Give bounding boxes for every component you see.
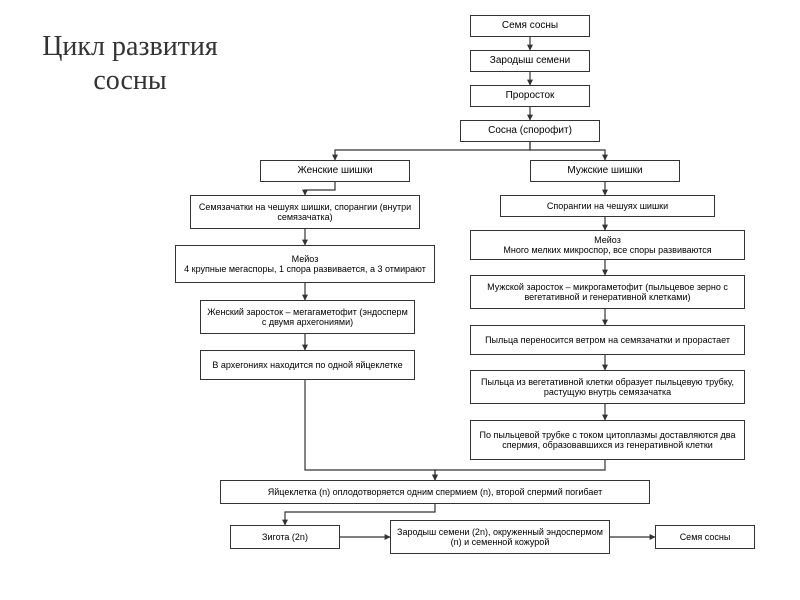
flowchart-node: Женский заросток – мегагаметофит (эндосп… bbox=[200, 300, 415, 334]
flowchart-node: Мейоз Много мелких микроспор, все споры … bbox=[470, 230, 745, 260]
flowchart-node: Зародыш семени bbox=[470, 50, 590, 72]
flowchart-node: Зародыш семени (2n), окруженный эндоспер… bbox=[390, 520, 610, 554]
flowchart-node: Женские шишки bbox=[260, 160, 410, 182]
flowchart-edge bbox=[335, 142, 530, 160]
flowchart-edge bbox=[305, 182, 335, 195]
flowchart-node: По пыльцевой трубке с током цитоплазмы д… bbox=[470, 420, 745, 460]
flowchart-edge bbox=[305, 380, 435, 480]
flowchart-node: В архегониях находится по одной яйцеклет… bbox=[200, 350, 415, 380]
flowchart-node: Семя сосны bbox=[655, 525, 755, 549]
flowchart-edge bbox=[530, 142, 605, 160]
flowchart-node: Мужской заросток – микрогаметофит (пыльц… bbox=[470, 275, 745, 309]
flowchart-node: Пыльца из вегетативной клетки образует п… bbox=[470, 370, 745, 404]
flowchart-node: Спорангии на чешуях шишки bbox=[500, 195, 715, 217]
flowchart-node: Сосна (спорофит) bbox=[460, 120, 600, 142]
flowchart-node: Пыльца переносится ветром на семязачатки… bbox=[470, 325, 745, 355]
flowchart-edge bbox=[435, 460, 605, 480]
flowchart-node: Проросток bbox=[470, 85, 590, 107]
flowchart-node: Яйцеклетка (n) оплодотворяется одним спе… bbox=[220, 480, 650, 504]
flowchart-node: Мейоз 4 крупные мегаспоры, 1 спора разви… bbox=[175, 245, 435, 283]
diagram-title: Цикл развития сосны bbox=[40, 30, 220, 97]
flowchart-node: Семя сосны bbox=[470, 15, 590, 37]
flowchart-node: Зигота (2n) bbox=[230, 525, 340, 549]
flowchart-node: Семязачатки на чешуях шишки, спорангии (… bbox=[190, 195, 420, 229]
flowchart-node: Мужские шишки bbox=[530, 160, 680, 182]
